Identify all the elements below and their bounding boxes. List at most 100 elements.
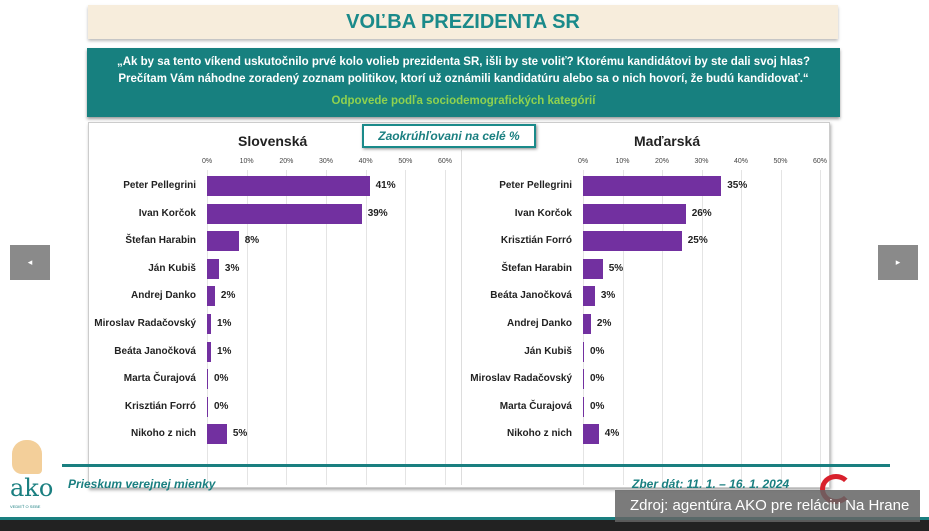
axis-tick-label: 30% [694,158,709,165]
axis-tick-label: 50% [398,158,413,165]
question-line-2: Prečítam Vám náhodne zoradený zoznam pol… [118,73,809,85]
data-label: 0% [214,373,229,385]
prev-slide-button[interactable]: ◂ [10,245,50,280]
gridline [820,170,821,485]
page-title: VOĽBA PREZIDENTA SR [88,5,838,39]
bar [583,286,595,307]
gridline [445,170,446,485]
gridline [741,170,742,485]
category-label: Krisztián Forró [124,400,196,412]
bar [583,424,599,445]
category-label: Peter Pellegrini [123,180,196,191]
gridline [405,170,407,485]
bar [207,369,208,390]
data-label: 26% [691,207,712,219]
bar [583,176,722,196]
collection-dates: Zber dát: 11. 1. – 16. 1. 2024 [632,477,790,491]
bottom-bar [0,520,929,531]
head-icon [12,440,42,474]
bar [583,341,584,362]
source-caption: Zdroj: agentúra AKO pre reláciu Na Hrane [615,490,920,522]
axis-tick-label: 10% [615,158,630,165]
bar [583,314,591,334]
data-label: 2% [220,290,236,302]
data-label: 1% [216,345,232,357]
chart-title: Maďarská [634,133,701,149]
category-label: Nikoho z nich [131,428,196,440]
data-label: 0% [590,400,605,412]
ako-logo: ako VEDIEŤ O SEBE [8,440,53,510]
category-label: Ivan Korčok [138,207,196,219]
bar [207,396,208,417]
category-label: Nikoho z nich [507,428,572,440]
bar [583,231,682,252]
bar [207,341,211,362]
category-label: Štefan Harabin [125,235,196,247]
question-box: „Ak by sa tento víkend uskutočnilo prvé … [87,48,840,117]
axis-tick-label: 40% [358,158,373,165]
category-label: Peter Pellegrini [499,180,572,191]
gridline [622,170,624,485]
category-label: Ivan Korčok [514,207,572,219]
data-label: 1% [216,318,232,329]
category-label: Ján Kubiš [148,262,196,274]
data-label: 0% [214,400,229,412]
axis-tick-label: 0% [577,158,589,165]
chart-title: Slovenská [238,133,308,149]
footer-divider [62,464,890,467]
data-label: 2% [596,318,612,329]
gridline [365,170,367,485]
bar [583,396,584,417]
bar [583,203,686,224]
category-label: Ján Kubiš [524,345,572,357]
bottom-line [0,517,929,520]
data-label: 0% [590,345,605,357]
axis-tick-label: 60% [437,158,453,165]
bar [207,231,239,252]
data-label: 5% [608,262,624,274]
data-label: 4% [604,428,620,440]
axis-tick-label: 40% [733,158,749,165]
category-label: Miroslav Radačovský [470,373,572,385]
data-label: 3% [600,290,616,302]
category-label: Štefan Harabin [501,262,572,274]
data-label: 8% [244,235,260,247]
data-label: 3% [224,262,240,274]
gridline [246,170,248,485]
gridline [701,170,703,485]
bar [583,369,584,390]
bar [207,286,215,307]
chart-divider [461,150,462,485]
gridline [326,170,327,485]
category-label: Andrej Danko [506,318,572,329]
rounding-badge: Zaokrúhľovani na celé % [362,124,536,148]
axis-tick-label: 20% [279,158,294,165]
axis-tick-label: 30% [318,158,334,165]
axis-tick-label: 20% [654,158,670,165]
bar [207,203,362,224]
category-label: Marta Čurajová [499,400,572,412]
axis-tick-label: 50% [773,158,788,165]
data-label: 25% [687,235,708,247]
axis-tick-label: 0% [201,158,213,165]
axis-tick-label: 10% [239,158,254,165]
axis-tick-label: 60% [812,158,828,165]
data-label: 5% [232,428,248,440]
category-label: Andrej Danko [130,290,196,302]
subtitle: Odpovede podľa sociodemografických kateg… [331,95,596,107]
bar [207,424,227,445]
gridline [662,170,663,485]
data-label: 35% [727,180,748,191]
data-label: 41% [375,180,396,191]
category-label: Beáta Janočková [114,345,196,357]
next-slide-button[interactable]: ▸ [878,245,918,280]
gridline [286,170,288,485]
category-label: Miroslav Radačovský [94,318,196,329]
bar [207,258,219,279]
question-line-1: „Ak by sa tento víkend uskutočnilo prvé … [116,56,811,68]
category-label: Marta Čurajová [123,373,196,385]
bar [583,258,603,279]
data-label: 39% [367,207,388,219]
gridline [780,170,782,485]
category-label: Krisztián Forró [500,235,572,247]
